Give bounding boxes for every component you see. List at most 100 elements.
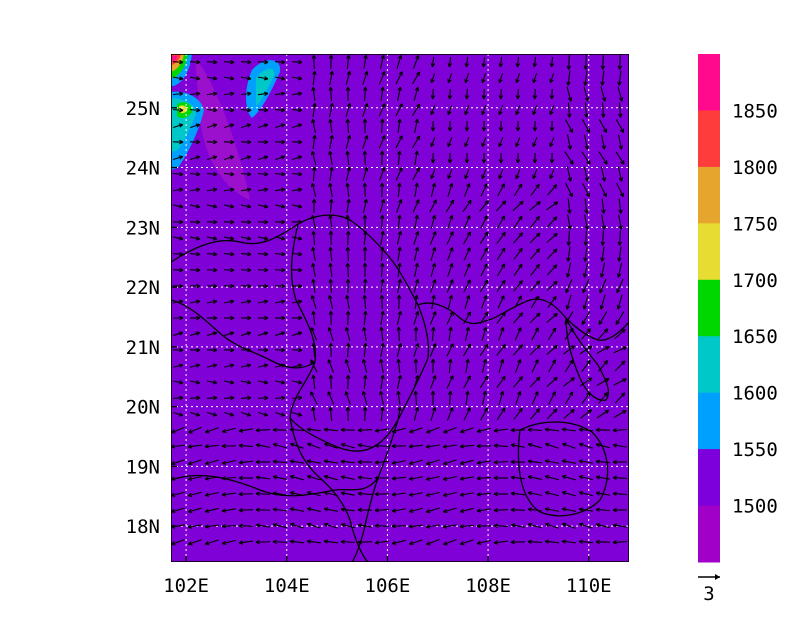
wind-vector-head — [272, 475, 278, 480]
wind-vector-head — [447, 62, 453, 68]
wind-vector — [258, 155, 268, 161]
wind-vector-head — [549, 127, 555, 132]
wind-vector-head — [600, 241, 605, 246]
wind-vector — [562, 460, 576, 464]
wind-vector — [532, 73, 538, 83]
wind-vector — [547, 296, 557, 308]
wind-vector-head — [501, 311, 506, 317]
wind-vector — [564, 327, 574, 341]
wind-vector-head — [425, 492, 431, 498]
wind-vector — [493, 540, 509, 544]
wind-vector — [566, 86, 572, 102]
river-delta — [289, 417, 399, 452]
wind-vector-head — [459, 444, 464, 449]
wind-vector-head — [361, 390, 367, 396]
wind-vector-head — [264, 219, 269, 225]
wind-vector — [345, 167, 351, 181]
wind-vector-head — [518, 215, 523, 221]
wind-vector-head — [535, 280, 541, 285]
wind-vector — [345, 391, 351, 405]
wind-vector-head — [179, 219, 184, 225]
wind-vector — [362, 391, 368, 405]
wind-vector — [601, 246, 605, 262]
wind-vector — [307, 508, 321, 512]
wind-vector-head — [263, 76, 269, 81]
wind-vector-head — [204, 508, 210, 514]
wind-vector — [172, 269, 184, 271]
wind-vector-head — [344, 358, 349, 364]
wind-vector-head — [612, 475, 617, 480]
wind-vector — [548, 359, 556, 373]
wind-vector — [463, 311, 471, 325]
wind-vector — [426, 491, 440, 497]
wind-vector-head — [515, 110, 520, 116]
wind-vector-head — [544, 427, 549, 432]
wind-vector — [323, 428, 339, 432]
wind-vector — [223, 236, 235, 240]
wind-vector-head — [618, 113, 623, 118]
wind-vector — [443, 507, 457, 513]
wind-vector-head — [582, 305, 588, 310]
wind-vector-head — [481, 127, 487, 132]
wind-vector-head — [549, 95, 555, 100]
wind-vector-head — [476, 492, 481, 497]
wind-vector — [425, 444, 441, 448]
wind-vector — [447, 183, 453, 197]
wind-vector — [207, 155, 217, 161]
wind-vector — [206, 172, 218, 176]
wind-vector-head — [380, 342, 385, 348]
wind-vector-head — [379, 358, 384, 364]
wind-vector — [223, 76, 235, 80]
x-tick-label: 108E — [465, 575, 511, 597]
wind-vector-head — [549, 142, 554, 148]
wind-vector-head — [498, 78, 503, 84]
wind-vector — [445, 199, 455, 213]
wind-vector-head — [310, 294, 316, 300]
wind-vector — [238, 444, 254, 448]
wind-vector-head — [196, 139, 201, 145]
wind-vector-head — [397, 262, 402, 268]
wind-vector-head — [413, 326, 419, 331]
wind-vector — [463, 407, 471, 421]
wind-vector — [466, 88, 468, 100]
wind-vector-head — [622, 378, 627, 383]
wind-vector — [409, 459, 423, 465]
wind-vector — [292, 155, 302, 161]
wind-vector-head — [297, 187, 303, 192]
wind-vector-head — [622, 346, 627, 351]
wind-vector-head — [566, 241, 571, 246]
wind-vector-head — [229, 299, 235, 304]
wind-vector — [258, 364, 268, 368]
wind-vector — [397, 279, 401, 293]
wind-vector — [464, 73, 470, 83]
wind-vector-head — [518, 280, 523, 285]
wind-vector-head — [195, 187, 201, 192]
wind-vector — [465, 390, 469, 406]
wind-vector — [380, 118, 384, 134]
wind-vector — [291, 300, 303, 304]
wind-vector-head — [430, 142, 435, 148]
wind-vector-head — [212, 363, 218, 368]
wind-vector — [529, 232, 541, 244]
wind-vector-head — [501, 200, 507, 205]
wind-vector-head — [515, 159, 521, 164]
wind-vector — [329, 262, 333, 278]
wind-vector-head — [272, 507, 278, 512]
wind-vector-head — [466, 311, 472, 316]
wind-vector — [324, 491, 338, 497]
wind-vector — [291, 188, 303, 192]
wind-vector-head — [616, 288, 621, 294]
wind-vector-head — [263, 155, 269, 160]
wind-vector — [545, 201, 559, 211]
wind-vector-head — [567, 225, 572, 230]
wind-vector-head — [311, 278, 316, 284]
wind-vector-head — [212, 380, 218, 385]
wind-vector — [396, 311, 402, 325]
wind-vector-head — [311, 374, 316, 379]
wind-vector-head — [298, 139, 303, 145]
wind-vector — [617, 166, 623, 182]
wind-vector — [257, 300, 269, 304]
wind-vector-head — [500, 327, 505, 332]
wind-vector-head — [379, 390, 384, 396]
wind-vector-head — [187, 508, 193, 514]
